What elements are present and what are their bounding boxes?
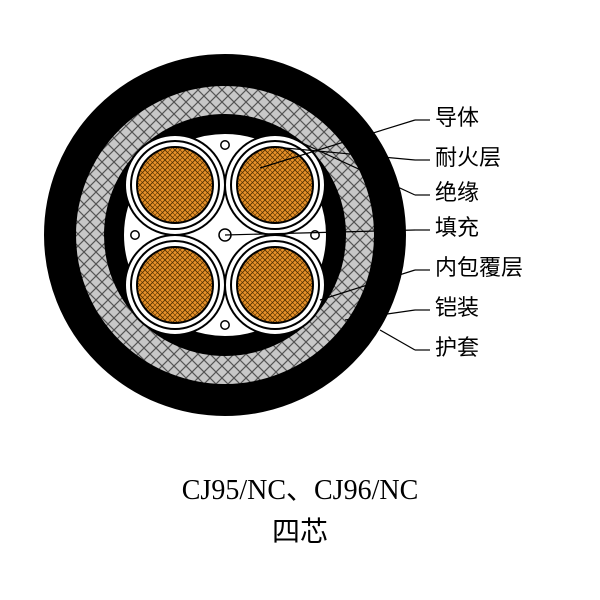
caption-line2: 四芯: [0, 512, 600, 554]
label-fire_layer: 耐火层: [435, 145, 501, 170]
label-insulation: 绝缘: [435, 180, 479, 205]
label-armor: 铠装: [435, 295, 479, 320]
filler-dot: [221, 321, 229, 329]
label-sheath: 护套: [435, 335, 479, 360]
label-inner_cover: 内包覆层: [435, 255, 523, 280]
core-1-conductor: [237, 147, 313, 223]
core-0-conductor: [137, 147, 213, 223]
label-filler: 填充: [435, 215, 479, 240]
label-conductor: 导体: [435, 105, 479, 130]
core-3-conductor: [237, 247, 313, 323]
filler-dot: [131, 231, 139, 239]
core-2-conductor: [137, 247, 213, 323]
caption-block: CJ95/NC、CJ96/NC 四芯: [0, 470, 600, 554]
filler-dot: [221, 141, 229, 149]
caption-line1: CJ95/NC、CJ96/NC: [0, 470, 600, 512]
